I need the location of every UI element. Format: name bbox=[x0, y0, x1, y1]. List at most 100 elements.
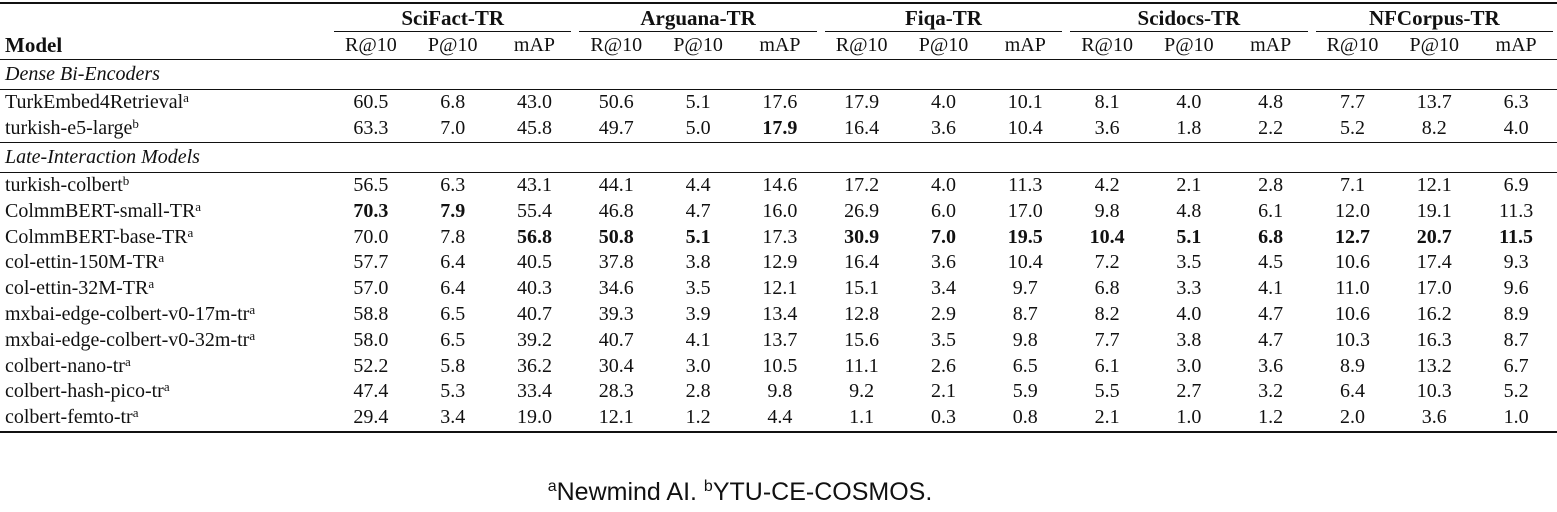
score-cell: 15.6 bbox=[844, 328, 880, 351]
score-cell: 6.4 bbox=[440, 277, 466, 300]
score-cell: 10.6 bbox=[1334, 251, 1370, 274]
score-cell: 4.2 bbox=[1094, 173, 1120, 196]
score-cell: 55.4 bbox=[516, 199, 552, 222]
score-cell: 6.8 bbox=[1258, 225, 1284, 248]
score-cell: 11.3 bbox=[1498, 199, 1534, 222]
section-header-row: Late-Interaction Models bbox=[0, 142, 1557, 173]
score-cell: 6.1 bbox=[1258, 199, 1284, 222]
table-row: col-ettin-150M-TRa 57.7 6.4 40.5 37.8 3.8 12.9… bbox=[0, 250, 1557, 276]
model-name-cell: colbert-femto-tra bbox=[0, 404, 330, 433]
score-cell: 3.9 bbox=[685, 302, 711, 325]
score-cell: 17.0 bbox=[1416, 277, 1452, 300]
score-cell: 47.4 bbox=[353, 380, 389, 403]
score-cell: 3.6 bbox=[1066, 115, 1148, 143]
model-name-cell: ColmmBERT-small-TRa bbox=[0, 198, 330, 224]
model-name-cell: TurkEmbed4Retrievala bbox=[0, 90, 330, 116]
score-cell: 1.1 bbox=[820, 404, 903, 433]
model-name: TurkEmbed4Retrieval bbox=[5, 91, 184, 114]
score-cell: 43.0 bbox=[516, 91, 552, 114]
score-cell: 40.5 bbox=[516, 251, 552, 274]
affiliation-mark: a bbox=[249, 301, 256, 317]
score-cell: 9.3 bbox=[1503, 251, 1529, 274]
table-row: colbert-hash-pico-tra 47.4 5.3 33.4 28.3 2.8 9… bbox=[0, 379, 1557, 405]
dataset-header: SciFact-TR bbox=[330, 3, 575, 32]
score-cell: 5.0 bbox=[657, 115, 739, 143]
score-cell: 13.4 bbox=[762, 302, 798, 325]
score-cell: 5.2 bbox=[1311, 115, 1394, 143]
model-column-header: Model bbox=[5, 33, 63, 57]
score-cell: 9.8 bbox=[767, 380, 793, 403]
score-cell: 0.3 bbox=[902, 404, 985, 433]
score-cell: 2.1 bbox=[1176, 173, 1202, 196]
dataset-name: NFCorpus-TR bbox=[1315, 5, 1553, 32]
score-cell: 28.3 bbox=[598, 380, 634, 403]
score-cell: 4.8 bbox=[1258, 91, 1284, 114]
score-cell: 4.5 bbox=[1258, 251, 1284, 274]
metric-header: R@10 bbox=[345, 34, 397, 56]
score-cell: 2.0 bbox=[1311, 404, 1394, 433]
score-cell: 11.3 bbox=[1008, 173, 1043, 196]
table-row: turkish-e5-largeb 63.3 7.0 45.8 49.7 5.0 17.9 1… bbox=[0, 115, 1557, 143]
score-cell: 6.5 bbox=[1012, 354, 1038, 377]
table-row: mxbai-edge-colbert-v0-32m-tra 58.0 6.5 39.2… bbox=[0, 327, 1557, 353]
dataset-header: NFCorpus-TR bbox=[1312, 3, 1557, 32]
score-cell: 17.4 bbox=[1416, 251, 1452, 274]
score-cell: 13.7 bbox=[1416, 91, 1452, 114]
score-cell: 3.6 bbox=[1258, 354, 1284, 377]
metric-header: R@10 bbox=[835, 34, 888, 56]
score-cell: 44.1 bbox=[598, 173, 634, 196]
model-name: turkish-colbert bbox=[5, 173, 123, 196]
score-cell: 70.3 bbox=[353, 199, 389, 222]
metric-header: mAP bbox=[759, 34, 801, 56]
model-name: mxbai-edge-colbert-v0-17m-tr bbox=[5, 302, 250, 325]
score-cell: 8.9 bbox=[1503, 302, 1529, 325]
score-cell: 7.8 bbox=[440, 225, 466, 248]
score-cell: 3.6 bbox=[1393, 404, 1476, 433]
score-cell: 57.0 bbox=[353, 277, 389, 300]
score-cell: 10.3 bbox=[1416, 380, 1452, 403]
score-cell: 3.8 bbox=[1176, 328, 1202, 351]
score-cell: 17.2 bbox=[844, 173, 880, 196]
table-row: ColmmBERT-base-TRa 70.0 7.8 56.8 50.8 5.1 17.3… bbox=[0, 224, 1557, 250]
affiliation-mark: a bbox=[249, 327, 256, 343]
score-cell: 12.1 bbox=[1416, 173, 1452, 196]
model-name-cell: turkish-e5-largeb bbox=[0, 115, 330, 143]
score-cell: 43.1 bbox=[516, 173, 552, 196]
score-cell: 13.7 bbox=[762, 328, 798, 351]
score-cell: 4.8 bbox=[1176, 199, 1202, 222]
metric-header: P@10 bbox=[1164, 34, 1214, 56]
empty-header-cell bbox=[0, 3, 330, 32]
score-cell: 12.7 bbox=[1334, 225, 1370, 248]
score-cell: 9.6 bbox=[1503, 277, 1529, 300]
score-cell: 12.8 bbox=[844, 302, 880, 325]
score-cell: 56.8 bbox=[516, 225, 552, 248]
score-cell: 3.0 bbox=[1176, 354, 1202, 377]
score-cell: 45.8 bbox=[493, 115, 576, 143]
score-cell: 29.4 bbox=[330, 404, 412, 433]
score-cell: 50.6 bbox=[598, 91, 634, 114]
table-row: ColmmBERT-small-TRa 70.3 7.9 55.4 46.8 4.7 16.… bbox=[0, 198, 1557, 224]
score-cell: 2.9 bbox=[930, 302, 956, 325]
model-name-cell: mxbai-edge-colbert-v0-32m-tra bbox=[0, 327, 330, 353]
score-cell: 49.7 bbox=[575, 115, 658, 143]
score-cell: 6.8 bbox=[1094, 277, 1120, 300]
model-name: turkish-e5-large bbox=[5, 117, 133, 140]
score-cell: 1.8 bbox=[1147, 115, 1230, 143]
score-cell: 46.8 bbox=[598, 199, 634, 222]
score-cell: 4.0 bbox=[1176, 91, 1202, 114]
section-header-row: Dense Bi-Encoders bbox=[0, 59, 1557, 90]
model-name: mxbai-edge-colbert-v0-32m-tr bbox=[5, 328, 250, 351]
score-cell: 4.7 bbox=[1258, 328, 1284, 351]
score-cell: 30.9 bbox=[844, 225, 880, 248]
metric-header: mAP bbox=[1495, 34, 1537, 56]
score-cell: 19.0 bbox=[493, 404, 576, 433]
score-cell: 6.5 bbox=[440, 328, 466, 351]
score-cell: 10.4 bbox=[984, 115, 1067, 143]
score-cell: 63.3 bbox=[330, 115, 412, 143]
model-name: colbert-nano-tr bbox=[5, 354, 125, 377]
score-cell: 7.7 bbox=[1339, 91, 1365, 114]
dataset-header: Arguana-TR bbox=[575, 3, 820, 32]
score-cell: 10.4 bbox=[1007, 251, 1043, 274]
score-cell: 34.6 bbox=[598, 277, 634, 300]
dataset-name: Arguana-TR bbox=[579, 5, 817, 32]
